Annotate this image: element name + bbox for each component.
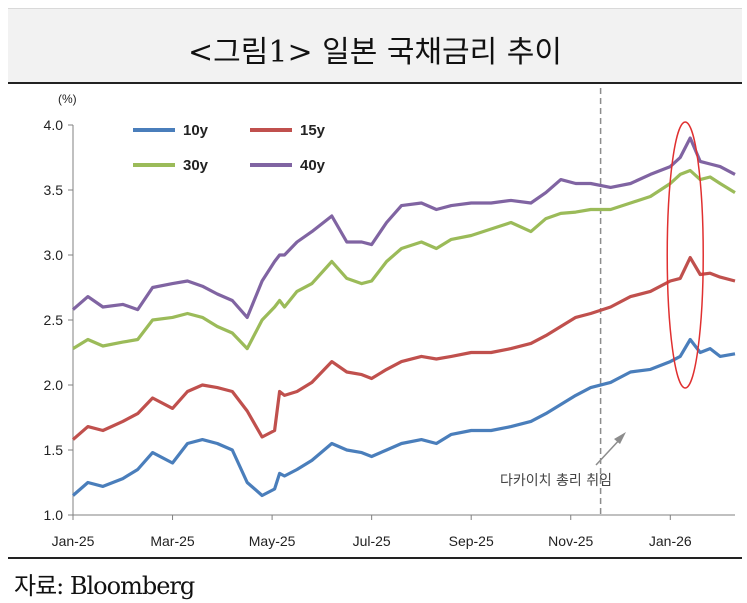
y-tick-label: 3.5 (44, 182, 64, 198)
legend-label-10y: 10y (183, 122, 209, 139)
annotation-arrow-head (614, 432, 626, 444)
y-tick-label: 1.5 (44, 442, 64, 458)
x-tick-label: Jan-26 (649, 533, 692, 549)
x-tick-label: Mar-25 (150, 533, 195, 549)
series-line-15y (71, 256, 736, 441)
y-tick-label: 2.0 (44, 377, 64, 393)
x-tick-label: Nov-25 (548, 533, 593, 549)
y-axis-unit: (%) (58, 92, 77, 106)
title-divider (8, 82, 742, 84)
title-bar: <그림1> 일본 국채금리 추이 (8, 8, 742, 84)
legend-label-30y: 30y (183, 157, 209, 174)
series-line-40y (71, 136, 736, 319)
legend-label-40y: 40y (300, 157, 326, 174)
y-tick-label: 3.0 (44, 247, 64, 263)
chart-title: <그림1> 일본 국채금리 추이 (188, 35, 562, 70)
source-note: 자료: Bloomberg (14, 572, 195, 600)
series-line-30y (72, 168, 736, 351)
x-tick-label: Jul-25 (353, 533, 391, 549)
legend-label-15y: 15y (300, 122, 326, 139)
y-tick-label: 2.5 (44, 312, 64, 328)
bottom-divider (8, 557, 742, 559)
highlight-ellipse (666, 121, 704, 389)
x-tick-label: Jan-25 (52, 533, 95, 549)
y-tick-label: 4.0 (44, 117, 64, 133)
x-tick-label: Sep-25 (449, 533, 494, 549)
series-line-10y (71, 337, 736, 498)
x-tick-label: May-25 (249, 533, 296, 549)
y-tick-label: 1.0 (44, 507, 64, 523)
annotation-label: 다카이치 총리 취임 (500, 473, 612, 489)
